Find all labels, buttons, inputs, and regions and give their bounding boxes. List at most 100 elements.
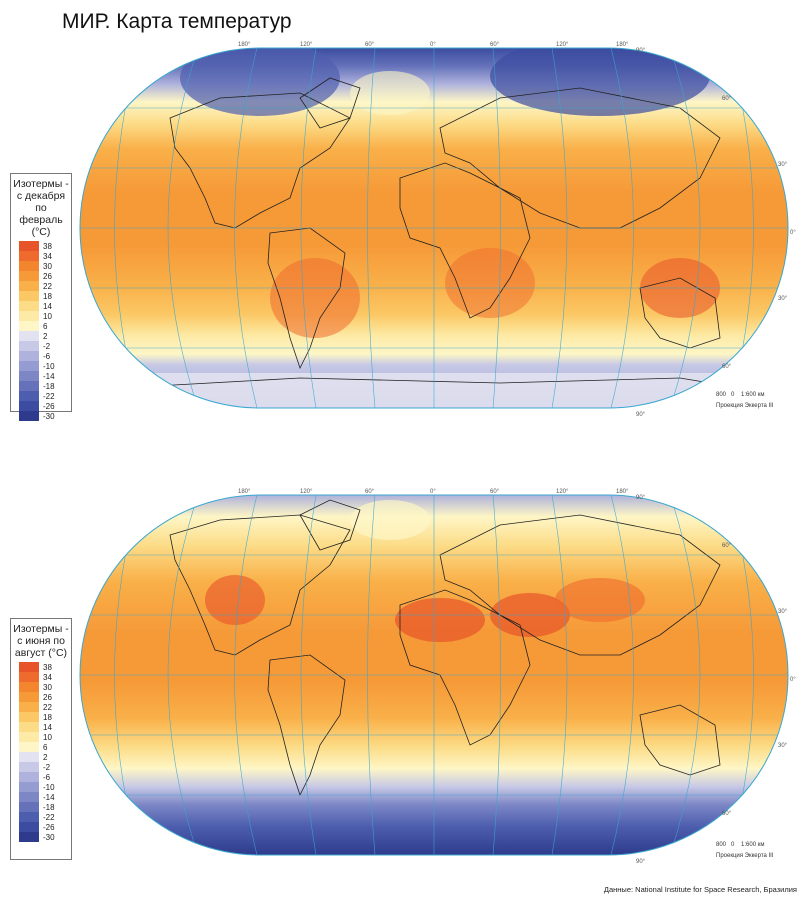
- legend-row: -22: [19, 812, 71, 822]
- legend-value: 26: [43, 272, 52, 281]
- lat-label: 90°: [636, 495, 646, 501]
- legend-value: 22: [43, 282, 52, 291]
- lon-label: 120°: [300, 42, 313, 48]
- scale-zero: 0: [731, 392, 735, 398]
- lat-label: 60°: [722, 811, 732, 817]
- legend-value: -30: [43, 833, 55, 842]
- legend-row: -30: [19, 411, 71, 421]
- legend-swatch: [19, 682, 39, 692]
- legend-value: -26: [43, 823, 55, 832]
- legend-scale: 38 34 30 26 22 18 14 10 6 2 -2 -6 -10 -14 -18 -22 -26 -30: [19, 241, 71, 421]
- legend-value: 10: [43, 312, 52, 321]
- legend-scale: 38 34 30 26 22 18 14 10 6 2 -2 -6 -10 -14 -18 -22 -26 -30: [19, 662, 71, 842]
- legend-row: 10: [19, 732, 71, 742]
- legend-value: 30: [43, 683, 52, 692]
- lat-label: 90°: [636, 859, 646, 865]
- legend-value: 26: [43, 693, 52, 702]
- lat-label: 30°: [778, 609, 788, 615]
- legend-swatch: [19, 802, 39, 812]
- scale-left: 800: [716, 392, 727, 398]
- temperature-map-jun-aug: 180° 120° 60° 0° 60° 120° 180° 90° 60° 3…: [0, 485, 809, 875]
- legend-swatch: [19, 311, 39, 321]
- legend-swatch: [19, 792, 39, 802]
- projection-label: Проекция Эккерта III: [716, 853, 774, 859]
- legend-row: 10: [19, 311, 71, 321]
- legend-row: 2: [19, 752, 71, 762]
- legend-row: 22: [19, 281, 71, 291]
- legend-title: Изотермы - с декабря по февраль (°C): [13, 178, 69, 238]
- lat-label: 30°: [778, 743, 788, 749]
- lat-label: 60°: [722, 96, 732, 102]
- legend-value: 2: [43, 332, 48, 341]
- legend-row: 30: [19, 682, 71, 692]
- legend-swatch: [19, 371, 39, 381]
- legend-swatch: [19, 782, 39, 792]
- legend-row: -26: [19, 401, 71, 411]
- lon-label: 120°: [300, 489, 313, 495]
- legend-row: 34: [19, 251, 71, 261]
- legend-value: 30: [43, 262, 52, 271]
- legend-value: -2: [43, 342, 51, 351]
- legend-row: -10: [19, 361, 71, 371]
- legend-dec-feb: Изотермы - с декабря по февраль (°C) 38 3…: [10, 173, 72, 421]
- map-title: МИР. Карта температур: [62, 10, 292, 33]
- lat-label: 30°: [778, 162, 788, 168]
- legend-row: -14: [19, 371, 71, 381]
- legend-row: -26: [19, 822, 71, 832]
- legend-row: 18: [19, 291, 71, 301]
- legend-row: -6: [19, 772, 71, 782]
- legend-swatch: [19, 391, 39, 401]
- lon-label: 180°: [238, 489, 251, 495]
- legend-swatch: [19, 832, 39, 842]
- lon-label: 120°: [556, 42, 569, 48]
- legend-row: 14: [19, 301, 71, 311]
- legend-value: -18: [43, 382, 55, 391]
- legend-value: 22: [43, 703, 52, 712]
- legend-row: -6: [19, 351, 71, 361]
- legend-value: 2: [43, 753, 48, 762]
- legend-value: -18: [43, 803, 55, 812]
- lat-label: 90°: [636, 412, 646, 418]
- legend-value: -26: [43, 402, 55, 411]
- legend-row: -10: [19, 782, 71, 792]
- legend-value: -2: [43, 763, 51, 772]
- legend-swatch: [19, 772, 39, 782]
- lat-label: 60°: [722, 364, 732, 370]
- legend-value: 6: [43, 322, 48, 331]
- scale-ratio: 1:600 км: [741, 842, 765, 848]
- lat-label: 0°: [790, 677, 796, 683]
- legend-value: 14: [43, 302, 52, 311]
- lon-label: 60°: [365, 42, 375, 48]
- legend-swatch: [19, 822, 39, 832]
- legend-swatch: [19, 672, 39, 682]
- lon-label: 0°: [430, 42, 436, 48]
- scale-left: 800: [716, 842, 727, 848]
- legend-value: -30: [43, 412, 55, 421]
- legend-swatch: [19, 752, 39, 762]
- legend-swatch: [19, 411, 39, 421]
- projection-label: Проекция Эккерта III: [716, 403, 774, 409]
- legend-swatch: [19, 742, 39, 752]
- legend-value: 10: [43, 733, 52, 742]
- legend-row: 26: [19, 692, 71, 702]
- legend-swatch: [19, 712, 39, 722]
- lon-label: 180°: [616, 42, 629, 48]
- legend-row: -30: [19, 832, 71, 842]
- lat-label: 90°: [636, 48, 646, 54]
- legend-swatch: [19, 692, 39, 702]
- legend-row: 18: [19, 712, 71, 722]
- legend-value: -6: [43, 352, 51, 361]
- legend-value: 34: [43, 673, 52, 682]
- legend-swatch: [19, 241, 39, 251]
- legend-swatch: [19, 762, 39, 772]
- legend-row: -2: [19, 341, 71, 351]
- lon-label: 120°: [556, 489, 569, 495]
- legend-value: -22: [43, 392, 55, 401]
- data-credits: Данные: National Institute for Space Res…: [603, 885, 797, 894]
- lon-label: 60°: [490, 42, 500, 48]
- legend-row: 6: [19, 742, 71, 752]
- legend-swatch: [19, 812, 39, 822]
- legend-value: 18: [43, 713, 52, 722]
- lat-label: 30°: [778, 296, 788, 302]
- temperature-map-dec-feb: 180° 120° 60° 0° 60° 120° 180° 90° 60° 3…: [0, 38, 809, 428]
